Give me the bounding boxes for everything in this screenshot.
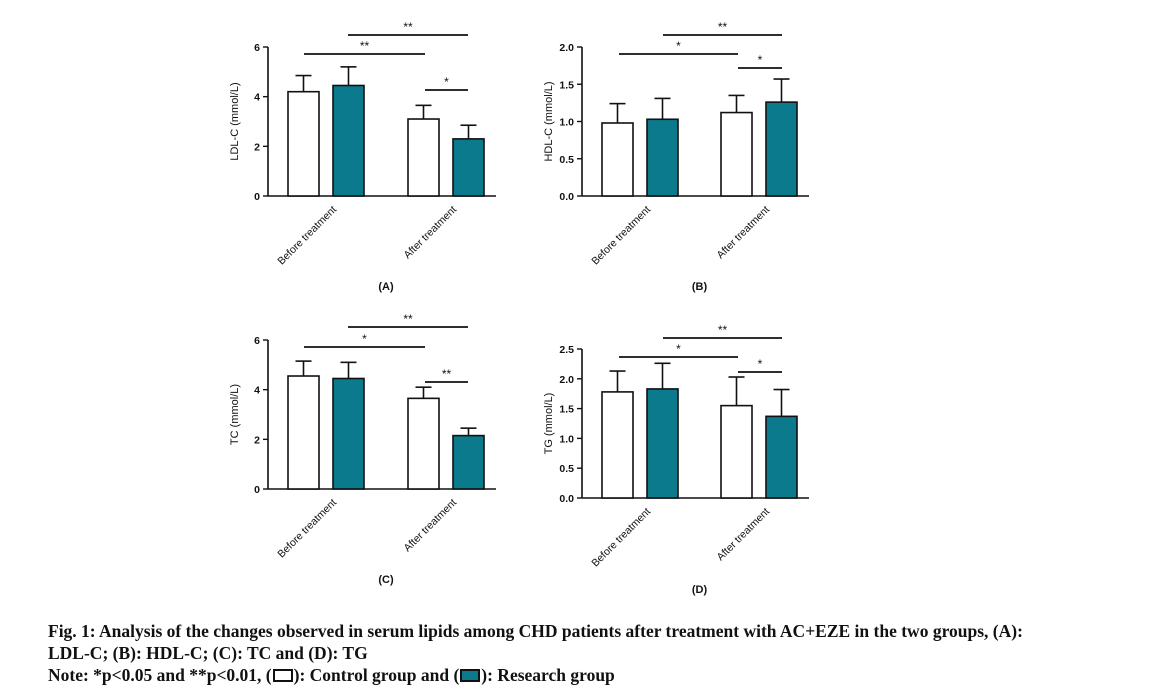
- bar-control: [287, 90, 320, 197]
- y-tick-label: 1.0: [559, 433, 574, 445]
- chart-panel-4: 0.0 0.5 1.0 1.5 2.0 2.5 TG (mmol/L) Before trea…: [543, 323, 809, 596]
- x-tick-label: After treatment: [402, 497, 460, 555]
- bar-control: [407, 397, 440, 490]
- bar-control: [720, 404, 753, 499]
- y-tick-label: 1.0: [559, 117, 574, 129]
- y-tick-label: 0.0: [559, 191, 574, 203]
- x-tick-label: Before treatment: [275, 497, 339, 561]
- bar-research: [765, 415, 798, 499]
- bar-research: [646, 118, 679, 197]
- bar-research: [646, 388, 679, 499]
- y-axis-label: LDL-C (mmol/L): [229, 82, 241, 160]
- significance-label: **: [360, 39, 370, 53]
- y-tick-label: 0.5: [559, 463, 574, 475]
- significance-label: *: [758, 357, 763, 371]
- significance-label: *: [758, 53, 763, 67]
- y-tick-label: 6: [254, 335, 260, 347]
- bar-control: [287, 375, 320, 490]
- y-tick-label: 0: [254, 191, 260, 203]
- bar-control: [601, 122, 634, 197]
- significance-label: *: [676, 39, 681, 53]
- panel-label: (D): [692, 584, 708, 596]
- chart-panel-2: 0.0 0.5 1.0 1.5 2.0 HDL-C (mmol/L) Before trea…: [543, 20, 809, 293]
- y-tick-label: 4: [254, 92, 260, 104]
- significance-label: **: [442, 367, 452, 381]
- panel-label: (A): [378, 281, 394, 293]
- y-axis-label: TG (mmol/L): [543, 393, 555, 455]
- x-tick-label: After treatment: [715, 204, 773, 262]
- x-tick-label: After treatment: [715, 506, 773, 564]
- y-tick-label: 2: [254, 434, 260, 446]
- chart-panel-3: 0 2 4 6 TC (mmol/L) Before treatment After tre…: [229, 312, 496, 586]
- bar-research: [452, 434, 485, 490]
- y-tick-label: 2.5: [559, 344, 574, 356]
- y-tick-label: 6: [254, 42, 260, 54]
- bar-control: [407, 118, 440, 197]
- y-axis-label: TC (mmol/L): [229, 384, 241, 445]
- y-tick-label: 2.0: [559, 374, 574, 386]
- y-tick-label: 1.5: [559, 79, 574, 91]
- significance-label: **: [403, 20, 413, 34]
- bar-research: [452, 138, 485, 197]
- y-tick-label: 0.5: [559, 154, 574, 166]
- legend-control-swatch: [272, 669, 293, 683]
- figure-caption: Fig. 1: Analysis of the changes observed…: [48, 620, 1148, 686]
- caption-line-2: LDL-C; (B): HDL-C; (C): TC and (D): TG: [48, 643, 368, 663]
- y-tick-label: 4: [254, 385, 260, 397]
- y-tick-label: 1.5: [559, 404, 574, 416]
- bar-control: [601, 391, 634, 499]
- significance-label: **: [718, 323, 728, 337]
- significance-label: *: [444, 75, 449, 89]
- significance-label: *: [676, 342, 681, 356]
- bar-research: [765, 101, 798, 197]
- caption-note: Note: *p<0.05 and **p<0.01, ( ): Control …: [48, 664, 1148, 686]
- significance-label: *: [362, 332, 367, 346]
- significance-label: **: [718, 20, 728, 34]
- panel-label: (C): [378, 574, 394, 586]
- x-tick-label: After treatment: [402, 204, 460, 262]
- bar-control: [720, 111, 753, 197]
- chart-panel-1: 0 2 4 6 LDL-C (mmol/L) Before treatment After …: [229, 20, 496, 293]
- caption-line-1: Fig. 1: Analysis of the changes observed…: [48, 621, 1023, 641]
- y-tick-label: 0.0: [559, 493, 574, 505]
- x-tick-label: Before treatment: [275, 204, 339, 268]
- y-axis-label: HDL-C (mmol/L): [543, 81, 555, 161]
- note-control: ): Control group and (: [293, 665, 460, 685]
- note-prefix: Note: *p<0.05 and **p<0.01, (: [48, 665, 272, 685]
- y-tick-label: 0: [254, 484, 260, 496]
- figure-panels: 0 2 4 6 LDL-C (mmol/L) Before treatment After …: [229, 20, 809, 596]
- bar-research: [332, 377, 365, 490]
- y-tick-label: 2.0: [559, 42, 574, 54]
- significance-label: **: [403, 312, 413, 326]
- note-research: ): Research group: [481, 665, 615, 685]
- legend-research-swatch: [460, 669, 481, 683]
- bar-research: [332, 84, 365, 197]
- x-tick-label: Before treatment: [589, 204, 653, 268]
- x-tick-label: Before treatment: [589, 506, 653, 570]
- y-tick-label: 2: [254, 141, 260, 153]
- panel-label: (B): [692, 281, 708, 293]
